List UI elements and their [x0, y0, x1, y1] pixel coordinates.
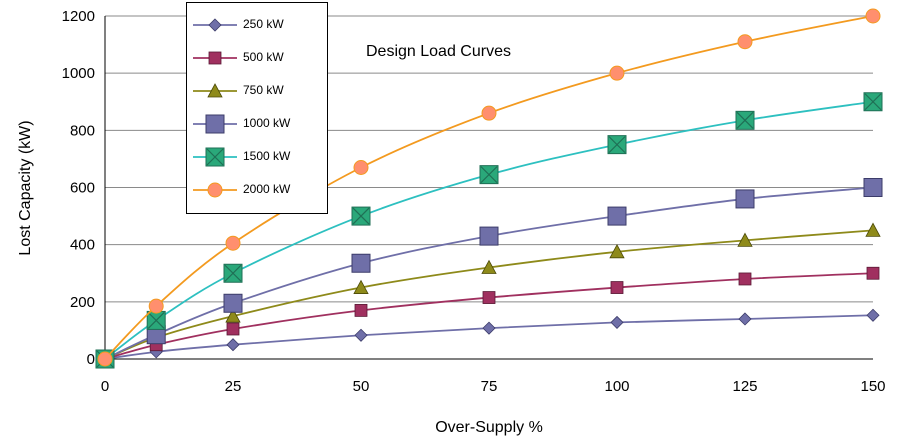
data-point-legend [207, 182, 223, 198]
data-point-legend [208, 51, 222, 65]
data-point [223, 293, 243, 313]
series-250-kw [98, 308, 880, 366]
data-point [226, 338, 240, 352]
data-point [735, 110, 755, 130]
data-point [865, 8, 881, 24]
y-tick-label: 1200 [62, 8, 95, 25]
data-point [146, 310, 166, 330]
data-point [479, 165, 499, 185]
data-point [225, 308, 241, 323]
legend-swatch [193, 147, 237, 167]
data-point [148, 298, 164, 314]
y-tick-label: 0 [87, 351, 95, 368]
data-point-legend [205, 147, 225, 167]
series-2000-kw [97, 8, 881, 367]
data-point [738, 272, 752, 286]
legend-item: 2000 kW [187, 178, 327, 202]
legend-swatch [193, 182, 237, 198]
data-point [863, 178, 883, 197]
data-point [225, 235, 241, 251]
data-point [607, 206, 627, 226]
data-point [866, 308, 880, 322]
legend-swatch [193, 114, 237, 134]
data-point [353, 159, 369, 175]
data-point [481, 105, 497, 121]
data-point [354, 304, 368, 317]
y-tick-label: 1000 [62, 65, 95, 82]
data-point [609, 65, 625, 81]
data-point [863, 92, 883, 112]
legend-label: 1000 kW [243, 116, 291, 130]
data-point [735, 189, 755, 209]
data-point [351, 206, 371, 226]
data-point [482, 321, 496, 335]
y-axis-label: Lost Capacity (kW) [17, 120, 34, 255]
x-tick-label: 150 [860, 378, 885, 395]
data-point [482, 291, 496, 304]
x-tick-label: 50 [353, 378, 370, 395]
legend-item: 250 kW [187, 13, 327, 37]
data-point [610, 281, 624, 294]
y-tick-label: 400 [70, 237, 95, 254]
data-point [223, 263, 243, 283]
data-point [737, 232, 753, 247]
data-point [226, 322, 240, 336]
legend-label: 1500 kW [243, 149, 291, 163]
legend-item: 750 kW [187, 79, 327, 103]
data-point [607, 135, 627, 155]
data-point [610, 315, 624, 329]
legend-swatch [193, 51, 237, 65]
x-tick-label: 125 [732, 378, 757, 395]
legend-item: 1000 kW [187, 112, 327, 136]
data-point [351, 253, 371, 273]
data-point [609, 243, 625, 259]
data-point [738, 312, 752, 326]
legend-item: 500 kW [187, 46, 327, 70]
data-point [737, 34, 753, 50]
x-tick-label: 100 [604, 378, 629, 395]
chart-annotation: Design Load Curves [366, 43, 511, 60]
series-group [95, 8, 883, 369]
data-point [866, 266, 880, 280]
x-axis-label: Over-Supply % [435, 419, 543, 436]
data-point [479, 226, 499, 246]
series-500-kw [98, 266, 880, 366]
legend-label: 250 kW [243, 17, 284, 31]
data-point-legend [205, 114, 225, 134]
legend-label: 500 kW [243, 50, 284, 64]
data-point [354, 328, 368, 342]
data-point-legend [208, 18, 222, 32]
y-tick-label: 200 [70, 294, 95, 311]
axes: 0 200 400 600 800 1000 1200 0 25 50 75 100 125 150 [62, 8, 886, 395]
data-point [865, 222, 881, 237]
x-tick-label: 0 [101, 378, 109, 395]
data-point [481, 259, 497, 274]
legend-swatch [193, 83, 237, 98]
x-tick-label: 25 [225, 378, 242, 395]
x-tick-label: 75 [481, 378, 498, 395]
legend-label: 750 kW [243, 83, 284, 97]
legend-swatch [193, 18, 237, 32]
legend-item: 1500 kW [187, 145, 327, 169]
y-tick-label: 800 [70, 122, 95, 139]
y-tick-label: 600 [70, 180, 95, 197]
legend-label: 2000 kW [243, 182, 291, 196]
data-point-legend [207, 83, 223, 98]
data-point [97, 351, 113, 367]
legend: 250 kW 500 kW 750 kW 1000 kW 1500 kW 2000 kW [186, 2, 328, 214]
data-point [353, 279, 369, 294]
